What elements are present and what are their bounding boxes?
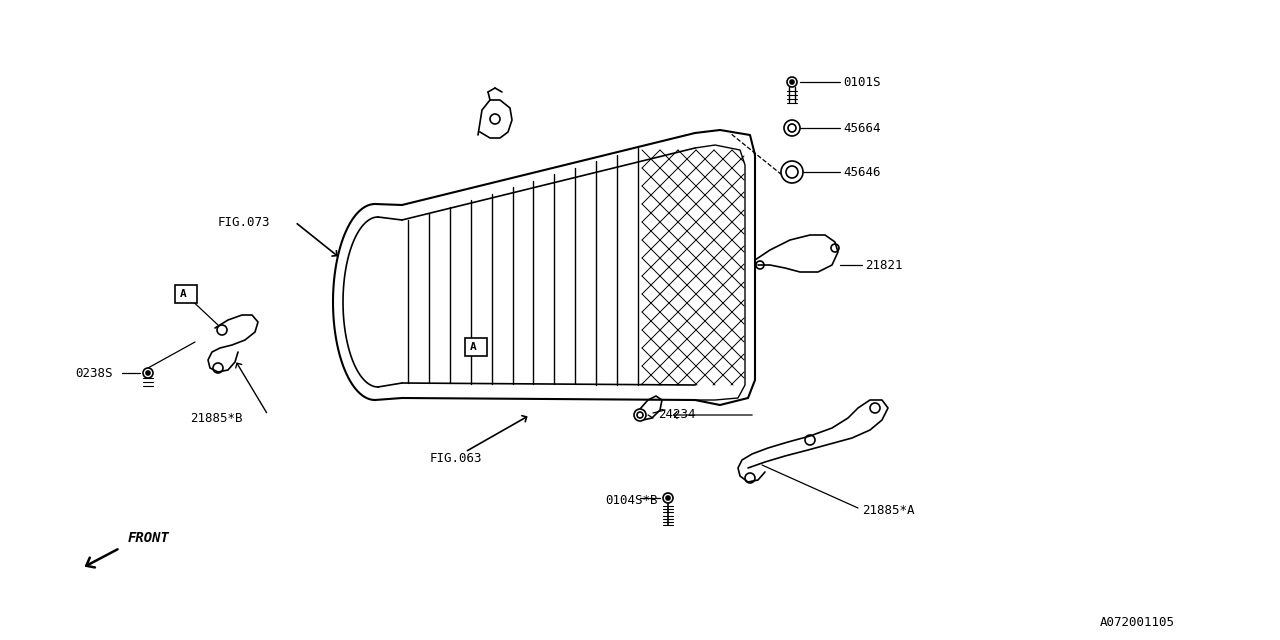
Text: FRONT: FRONT <box>128 531 170 545</box>
Circle shape <box>785 120 800 136</box>
Text: A: A <box>470 342 476 352</box>
Text: 0101S: 0101S <box>844 76 881 88</box>
Circle shape <box>663 493 673 503</box>
Text: 21885*A: 21885*A <box>861 504 914 516</box>
Circle shape <box>786 166 797 178</box>
Circle shape <box>787 77 797 87</box>
Text: A072001105: A072001105 <box>1100 616 1175 628</box>
Text: 21885*B: 21885*B <box>189 412 242 424</box>
Circle shape <box>143 368 154 378</box>
Text: 24234: 24234 <box>658 408 695 422</box>
Bar <box>175 285 197 303</box>
Circle shape <box>146 371 150 375</box>
Circle shape <box>788 124 796 132</box>
Circle shape <box>666 496 669 500</box>
Text: A: A <box>180 289 187 299</box>
Circle shape <box>634 409 646 421</box>
Text: FIG.063: FIG.063 <box>430 451 483 465</box>
Text: 0238S: 0238S <box>76 367 113 380</box>
Text: 21821: 21821 <box>865 259 902 271</box>
Text: 45646: 45646 <box>844 166 881 179</box>
Circle shape <box>781 161 803 183</box>
Circle shape <box>790 80 794 84</box>
Bar <box>465 338 486 356</box>
Circle shape <box>637 412 643 418</box>
Text: 0104S*B: 0104S*B <box>605 493 658 506</box>
Text: FIG.073: FIG.073 <box>218 216 270 228</box>
Text: 45664: 45664 <box>844 122 881 134</box>
